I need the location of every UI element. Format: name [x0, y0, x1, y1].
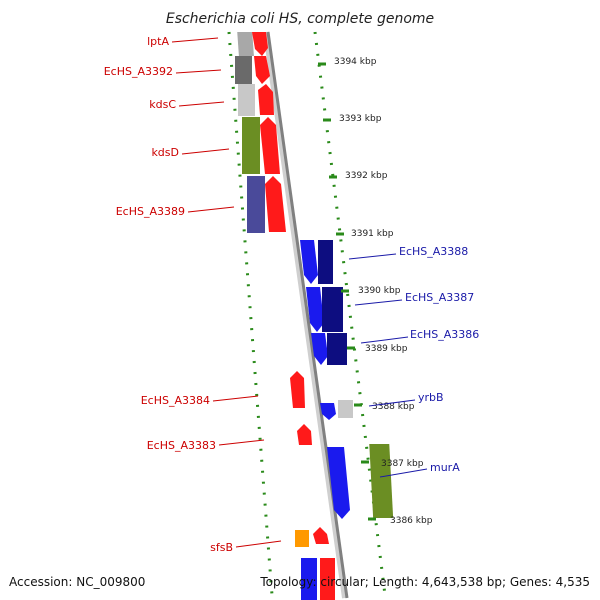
murA-gene	[369, 444, 394, 518]
sfsB-gene	[295, 530, 309, 547]
gene-label-murA: murA	[430, 461, 460, 474]
yrbB-arrow	[320, 403, 336, 420]
murA-arrow	[327, 447, 350, 519]
gene-label-kdsD: kdsD	[151, 146, 179, 159]
leader-line	[235, 540, 282, 548]
bottom-blue-gene	[301, 558, 317, 600]
tick-label: 3386 kbp	[390, 516, 433, 526]
ecHS-A3389-gene	[247, 176, 265, 233]
tick-label: 3391 kbp	[351, 229, 394, 239]
features	[235, 32, 394, 600]
tick-label: 3394 kbp	[334, 57, 377, 67]
gene-label-lptA: lptA	[147, 35, 169, 48]
gene-label-EcHS-A3384: EcHS_A3384	[141, 394, 210, 407]
leader-line	[178, 101, 225, 107]
gene-label-yrbB: yrbB	[418, 391, 444, 404]
right-gene-labels: EcHS_A3388 EcHS_A3387 EcHS_A3386 yrbB mu…	[348, 245, 479, 478]
ecHS-A3386-arrow	[311, 333, 328, 365]
tick-label: 3392 kbp	[345, 171, 388, 181]
gene-label-EcHS-A3387: EcHS_A3387	[405, 291, 474, 304]
ecHS-A3392-gene	[235, 56, 252, 84]
gene-label-EcHS-A3388: EcHS_A3388	[399, 245, 468, 258]
ecHS-A3387-gene	[322, 287, 343, 332]
sfsB-arrow	[313, 527, 329, 544]
gene-label-EcHS-A3383: EcHS_A3383	[147, 439, 216, 452]
tick-label: 3388 kbp	[372, 402, 415, 412]
gene-label-EcHS-A3386: EcHS_A3386	[410, 328, 479, 341]
leader-line	[171, 37, 219, 43]
ecHS-A3388-gene	[318, 240, 333, 284]
leader-line	[354, 299, 403, 306]
tick-label: 3390 kbp	[358, 286, 401, 296]
kdsC-arrow	[258, 84, 274, 115]
left-guide-line	[227, 31, 274, 596]
bottom-red-gene	[320, 558, 335, 600]
leader-line	[187, 206, 235, 213]
yrbB-gene	[338, 400, 353, 418]
kdsD-gene	[242, 117, 260, 174]
ecHS-A3386-gene	[327, 333, 347, 365]
ecHS-A3383-arrow	[297, 424, 312, 445]
map-title: Escherichia coli HS, complete genome	[166, 11, 434, 27]
leader-line	[379, 468, 428, 478]
left-gene-labels: lptA EcHS_A3392 kdsC kdsD EcHS_A3389 EcH…	[104, 35, 282, 554]
leader-line	[181, 148, 230, 155]
leader-line	[175, 69, 222, 74]
gene-label-EcHS-A3389: EcHS_A3389	[116, 205, 185, 218]
tick-label: 3393 kbp	[339, 114, 382, 124]
lptA-gene	[237, 32, 254, 56]
ecHS-A3392-arrow	[254, 56, 270, 84]
tick-label: 3387 kbp	[381, 459, 424, 469]
accession-text: Accession: NC_009800	[9, 575, 145, 589]
kdsD-arrow	[260, 117, 280, 174]
kdsC-gene	[238, 84, 255, 116]
ecHS-A3384-arrow	[290, 371, 305, 408]
tick-label: 3389 kbp	[365, 344, 408, 354]
backbone-shadow	[263, 31, 348, 599]
leader-line	[368, 399, 416, 407]
ecHS-A3389-arrow	[265, 176, 286, 232]
gene-label-kdsC: kdsC	[149, 98, 176, 111]
scale-ticks: 3394 kbp 3393 kbp 3392 kbp 3391 kbp 3390…	[318, 57, 433, 526]
lptA-arrow	[252, 32, 268, 56]
ecHS-A3387-arrow	[306, 287, 324, 332]
leader-line	[348, 253, 397, 260]
gene-label-sfsB: sfsB	[210, 541, 233, 554]
leader-line	[218, 439, 265, 446]
gene-label-EcHS-A3392: EcHS_A3392	[104, 65, 173, 78]
leader-line	[360, 336, 409, 344]
topology-text: Topology: circular; Length: 4,643,538 bp…	[259, 575, 590, 589]
ecHS-A3388-arrow	[300, 240, 318, 284]
leader-line	[212, 395, 259, 402]
